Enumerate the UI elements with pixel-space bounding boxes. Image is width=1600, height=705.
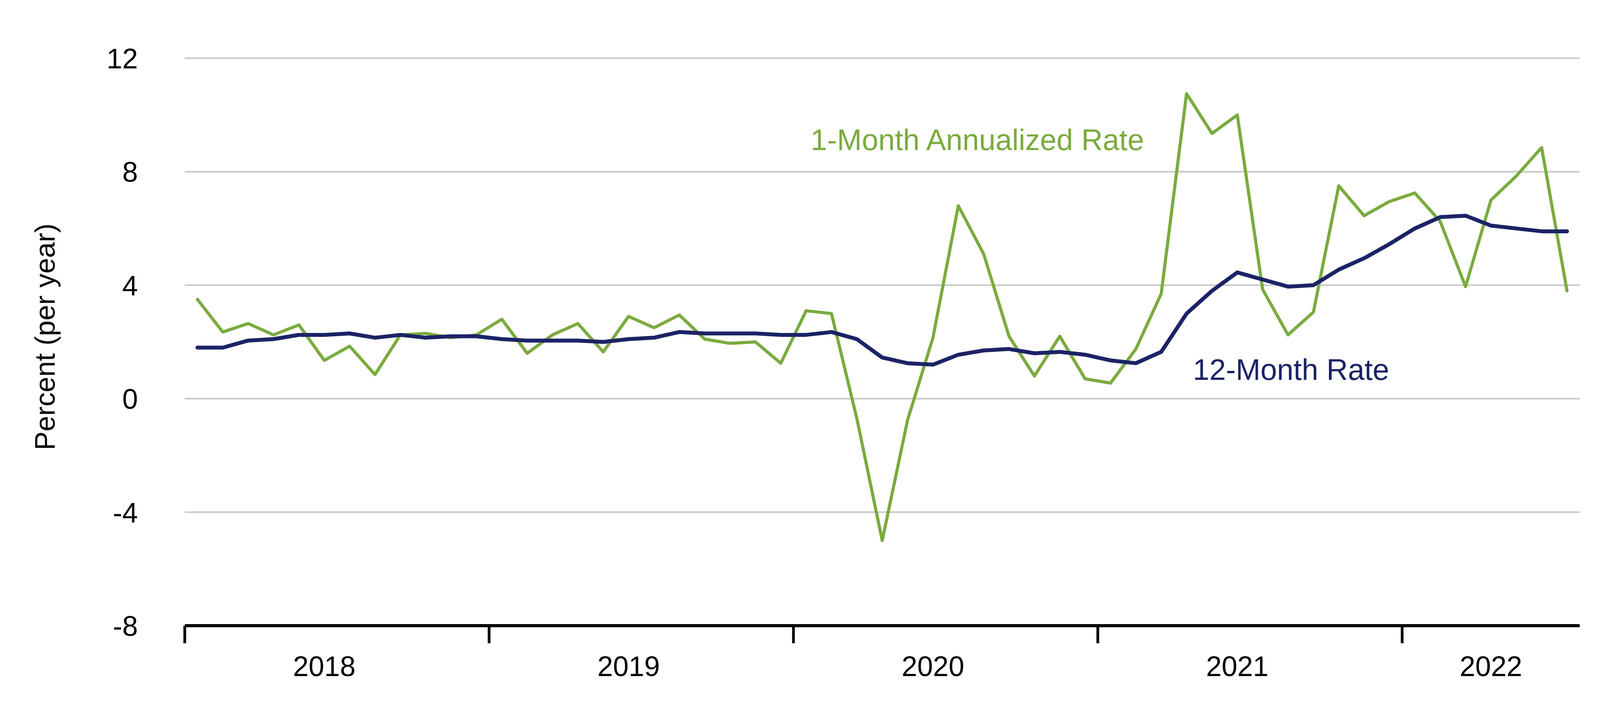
grid-line (184, 170, 1580, 173)
x-tick-label: 2018 (292, 650, 356, 682)
grid-line (184, 397, 1580, 400)
x-tick-label: 2019 (597, 650, 660, 682)
x-tick (487, 625, 491, 643)
x-tick (183, 625, 187, 643)
y-tick-label: 8 (122, 156, 138, 188)
y-tick-label: 12 (106, 42, 138, 75)
x-tick (1400, 625, 1404, 643)
y-tick-label: -4 (112, 496, 138, 529)
x-tick-label: 2020 (901, 650, 965, 682)
annotation: 12-Month Rate (1192, 352, 1390, 386)
x-tick-label: 2022 (1459, 650, 1523, 682)
y-tick-label: -8 (112, 610, 138, 642)
grid-line (184, 57, 1580, 59)
x-tick (792, 625, 795, 643)
x-tick (1096, 625, 1100, 643)
series-line (197, 93, 1568, 541)
y-axis-label: Percent (per year) (29, 223, 61, 450)
y-tick-label: 4 (122, 269, 138, 302)
series-line (197, 215, 1568, 365)
x-tick-label: 2021 (1205, 650, 1269, 682)
y-tick-label: 0 (122, 383, 138, 415)
grid-line (184, 511, 1580, 513)
chart: -8 -4 0 4 8 12 2018 2019 2020 2021 2022 Percent (pe… (0, 0, 1600, 705)
annotation: 1-Month Annualized Rate (810, 123, 1144, 157)
grid-line (184, 284, 1580, 286)
x-axis (184, 623, 1580, 627)
plot-area (197, 93, 1568, 541)
